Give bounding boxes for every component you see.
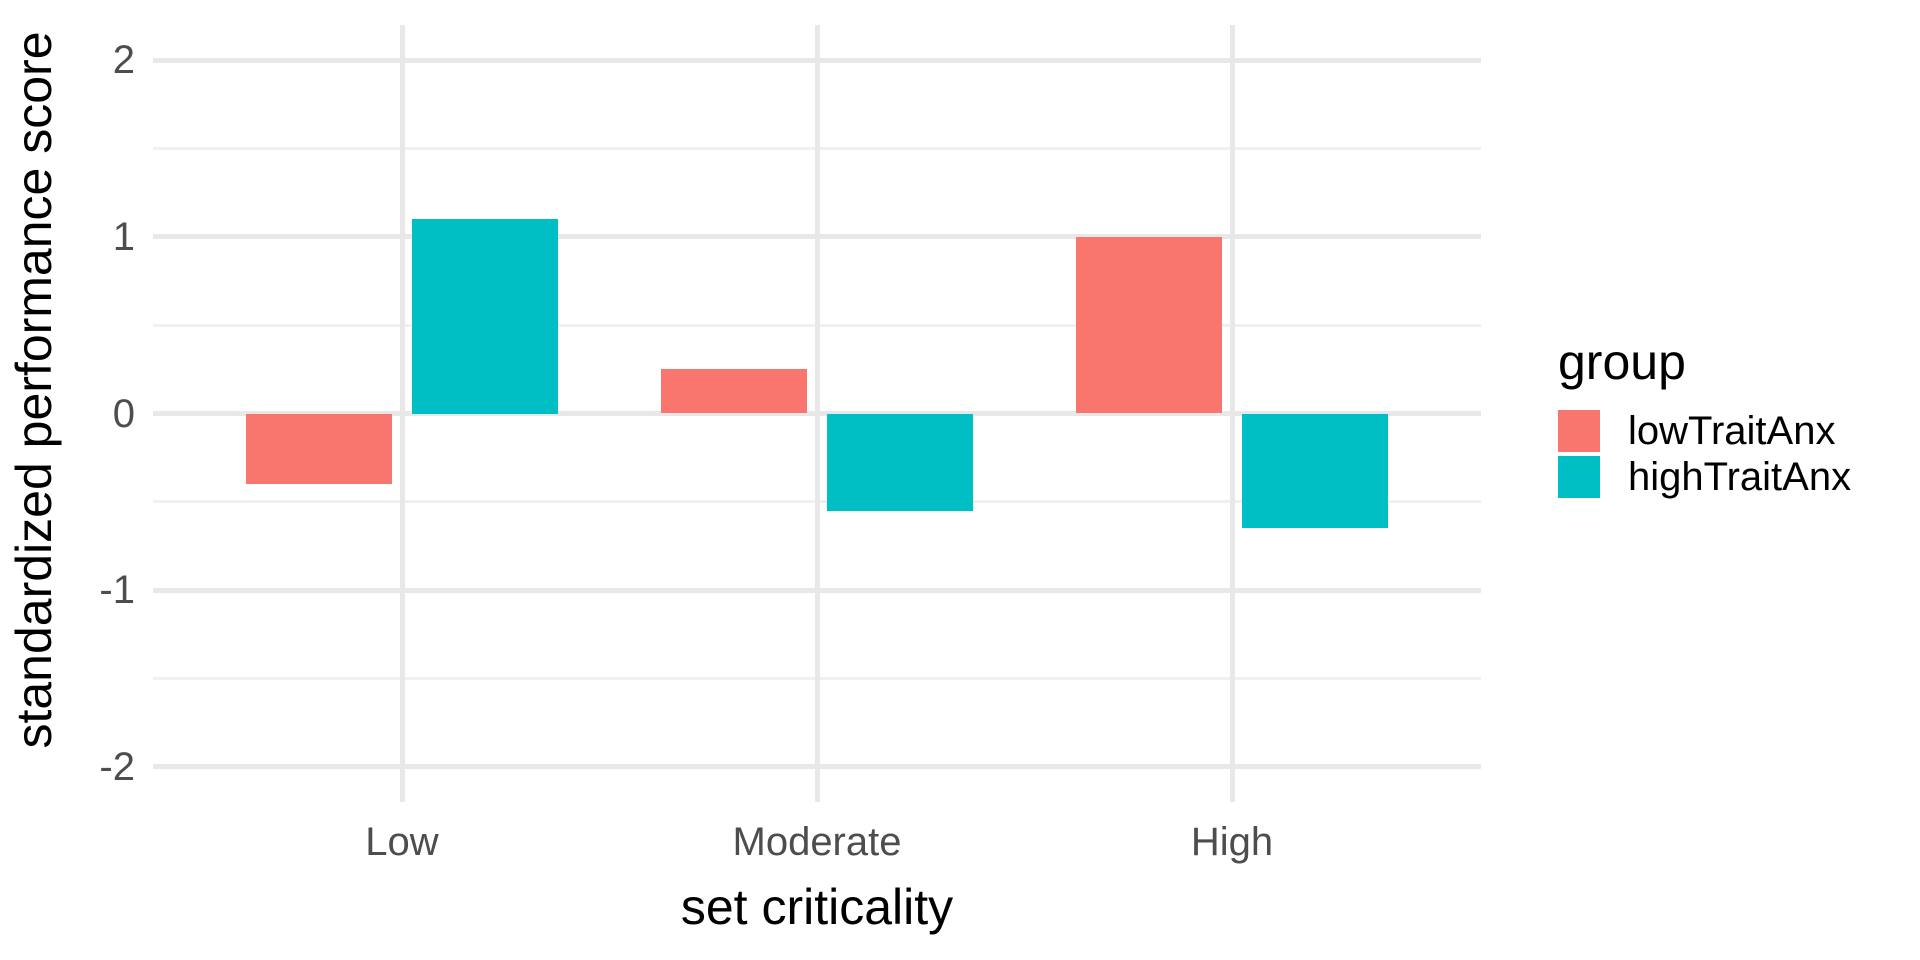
legend-label-highTraitAnx: highTraitAnx <box>1628 455 1852 499</box>
bar-Low-lowTraitAnx <box>246 413 392 485</box>
bar-High-highTraitAnx <box>1242 413 1388 529</box>
bar-Low-highTraitAnx <box>412 219 558 414</box>
bar-Moderate-lowTraitAnx <box>661 369 807 414</box>
gridline-major-v <box>399 25 405 802</box>
y-tick-label: -1 <box>99 568 135 613</box>
bar-Moderate-highTraitAnx <box>827 413 973 511</box>
legend: group lowTraitAnx highTraitAnx <box>1558 332 1851 502</box>
y-tick-label: 0 <box>112 391 135 436</box>
legend-swatch-highTraitAnx <box>1558 456 1600 498</box>
legend-title: group <box>1558 334 1686 390</box>
x-tick-label: Low <box>365 820 439 864</box>
y-axis-title: standardized performance score <box>6 31 62 749</box>
legend-swatch-lowTraitAnx <box>1558 410 1600 452</box>
gridline-major-v <box>1229 25 1235 802</box>
x-axis-title: set criticality <box>680 879 954 935</box>
gridline-major-v <box>814 25 820 802</box>
x-tick-label: Moderate <box>732 820 902 864</box>
y-tick-label: 1 <box>112 214 135 259</box>
plot-panel <box>153 25 1481 802</box>
legend-label-lowTraitAnx: lowTraitAnx <box>1628 409 1836 453</box>
y-tick-label: 2 <box>112 38 135 83</box>
legend-item-highTraitAnx: highTraitAnx <box>1558 456 1851 498</box>
x-tick-label: High <box>1190 820 1274 864</box>
bar-High-lowTraitAnx <box>1076 236 1222 414</box>
y-tick-label: -2 <box>99 744 135 789</box>
legend-item-lowTraitAnx: lowTraitAnx <box>1558 410 1851 452</box>
